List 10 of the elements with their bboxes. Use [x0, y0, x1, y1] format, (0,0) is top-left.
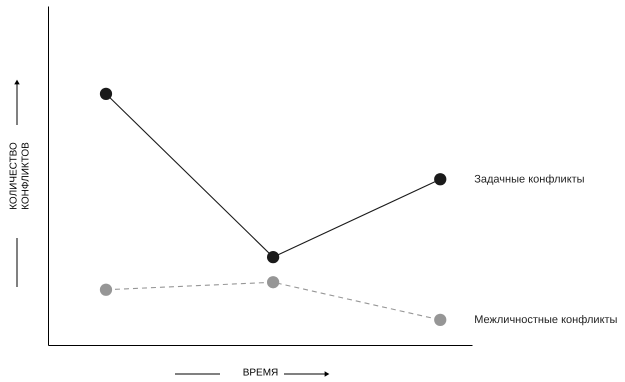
- point: [100, 284, 112, 296]
- text: Задачные конфликты: [474, 173, 585, 186]
- point: [434, 314, 446, 326]
- point: [266, 251, 280, 264]
- point: [434, 173, 446, 186]
- y-axis-title: КОЛИЧЕСТВО КОНФЛИКТОВ: [8, 142, 32, 210]
- point: [266, 276, 280, 288]
- x-axis-title: ВРЕМЯ: [242, 368, 278, 378]
- point: [100, 88, 112, 100]
- text: Межличностные конфликты: [474, 314, 618, 326]
